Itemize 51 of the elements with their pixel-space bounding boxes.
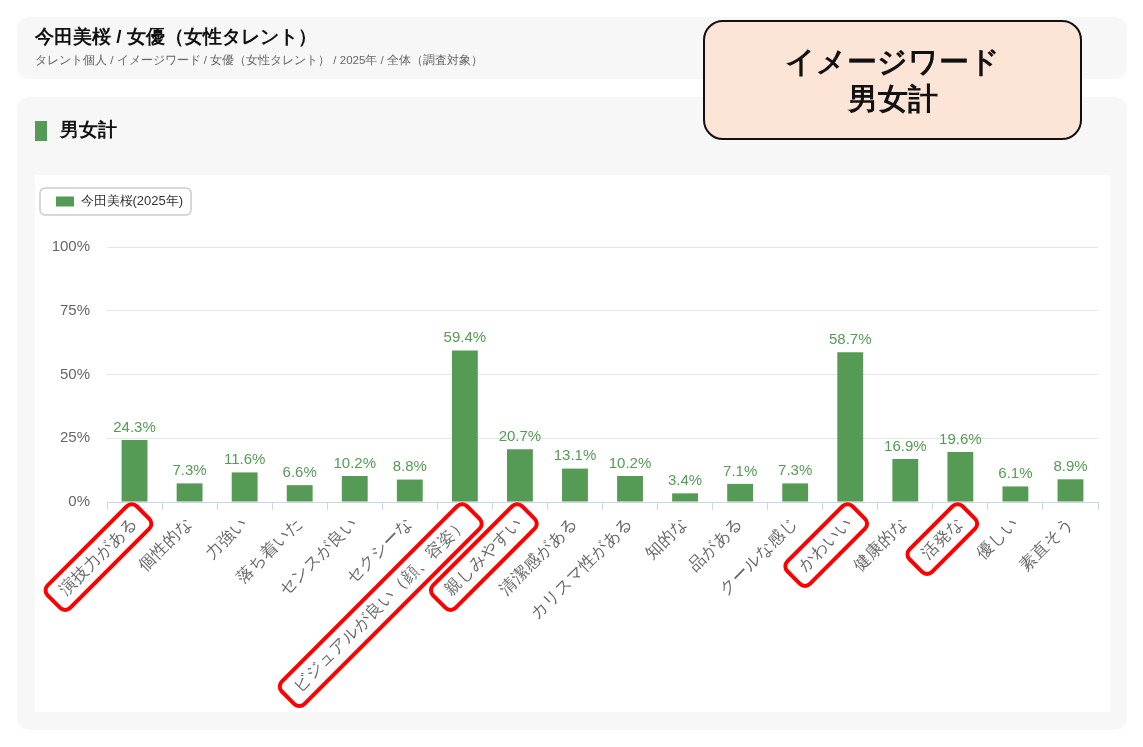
bar xyxy=(837,352,864,502)
data-label: 6.1% xyxy=(998,464,1033,482)
data-label: 7.3% xyxy=(778,461,813,479)
bar xyxy=(506,449,533,502)
bar xyxy=(782,483,809,502)
data-label: 10.2% xyxy=(333,453,377,471)
data-label: 7.1% xyxy=(723,461,758,479)
bar xyxy=(1002,486,1029,502)
y-tick-label: 100% xyxy=(51,237,90,255)
bar xyxy=(562,468,588,502)
bar xyxy=(672,493,699,502)
data-label: 6.6% xyxy=(282,462,317,480)
bar xyxy=(286,485,313,502)
data-label: 8.9% xyxy=(1053,456,1088,474)
text: 男女計 xyxy=(60,119,117,141)
data-label: 58.7% xyxy=(828,329,872,347)
data-label: 59.4% xyxy=(443,328,487,346)
x-tick-label: 個性的な xyxy=(134,513,196,576)
data-label: 20.7% xyxy=(498,426,542,444)
data-label: 10.2% xyxy=(608,453,652,471)
bar xyxy=(727,483,754,502)
chart-title: 今田美桜 / 女優（女性タレント） xyxy=(35,26,317,48)
y-tick-label: 75% xyxy=(59,300,90,318)
bar xyxy=(341,475,368,502)
chart-subtitle: タレント個人 / イメージワード / 女優（女性タレント） / 2025年 / 全体（調査対象） xyxy=(35,54,483,68)
bar xyxy=(617,475,643,502)
y-tick-label: 50% xyxy=(59,364,90,382)
text: イメージワード xyxy=(785,43,1000,80)
legend-label: 今田美桜(2025年) xyxy=(80,193,184,209)
x-tick-label: 力強い xyxy=(201,513,250,563)
bar xyxy=(231,472,258,502)
data-label: 13.1% xyxy=(553,446,597,464)
bar xyxy=(176,483,203,502)
bar xyxy=(121,440,148,502)
x-tick-label: 素直そう xyxy=(1015,513,1077,576)
data-label: 3.4% xyxy=(667,470,703,488)
x-tick-label: 健康的な xyxy=(849,513,912,576)
data-label: 24.3% xyxy=(113,417,156,435)
data-label: 19.6% xyxy=(939,429,982,447)
y-tick-label: 25% xyxy=(59,428,90,446)
data-label: 8.8% xyxy=(392,457,427,475)
bar xyxy=(396,479,423,502)
bar xyxy=(892,458,919,502)
text: 男女計 xyxy=(847,81,938,117)
x-tick-label: 活発な xyxy=(916,513,967,564)
bar xyxy=(1057,479,1084,502)
data-label: 11.6% xyxy=(223,450,266,468)
data-label: 7.3% xyxy=(172,461,207,479)
y-tick-label: 0% xyxy=(68,492,90,510)
bar xyxy=(451,350,478,502)
data-label: 16.9% xyxy=(884,436,927,454)
